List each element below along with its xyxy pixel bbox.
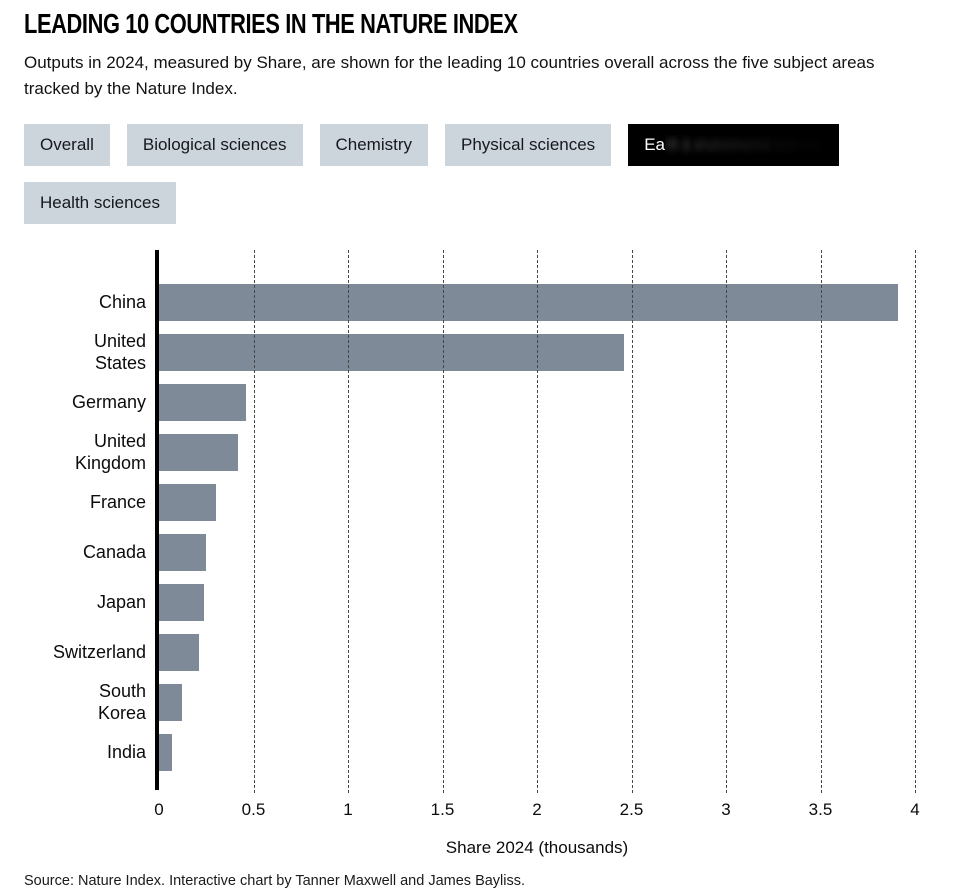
xtick-3.5: 3.5 — [808, 800, 833, 819]
tab-health-sciences[interactable]: Health sciences — [24, 182, 177, 224]
category-label-japan: Japan — [96, 592, 146, 612]
chart-row-united-kingdom: United Kingdom — [24, 427, 936, 477]
category-label-united-kingdom: United Kingdom — [74, 431, 146, 473]
category-label-france: France — [89, 492, 146, 512]
y-axis-line — [155, 250, 159, 790]
chart-row-japan: Japan — [24, 577, 936, 627]
page-title-text: LEADING 10 COUNTRIES IN THE NATURE INDEX — [24, 8, 518, 39]
page-title: LEADING 10 COUNTRIES IN THE NATURE INDEX — [24, 8, 936, 40]
xtick-3: 3 — [721, 800, 731, 819]
chart-row-canada: Canada — [24, 527, 936, 577]
chart-row-india: India — [24, 727, 936, 777]
bar-china[interactable] — [159, 284, 898, 321]
x-axis-ticks: 0 0.5 1 1.5 2 2.5 3 3.5 4 — [154, 800, 919, 822]
tab-chemistry[interactable]: Chemistry — [319, 124, 429, 166]
xtick-1: 1 — [343, 800, 353, 819]
chart-row-germany: Germany — [24, 377, 936, 427]
gridline-2 — [537, 250, 538, 793]
page-subtitle: Outputs in 2024, measured by Share, are … — [24, 53, 875, 98]
bar-germany[interactable] — [159, 384, 246, 421]
chart-row-france: France — [24, 477, 936, 527]
gridline-3.5 — [820, 250, 822, 793]
category-label-switzerland: Switzerland — [52, 642, 146, 662]
chart-rows: China United States Germany United Kingdom F… — [24, 277, 936, 777]
source-credit: Source: Nature Index. Interactive chart … — [24, 873, 526, 889]
xtick-4: 4 — [910, 800, 920, 819]
xtick-0.5: 0.5 — [241, 800, 266, 819]
category-label-canada: Canada — [82, 542, 146, 562]
category-label-united-states: United States — [93, 331, 146, 373]
category-label-india: India — [106, 742, 146, 762]
tab-label-blurred: rth & environmental sciences — [664, 135, 823, 154]
category-label-south-korea: South Korea — [97, 681, 146, 723]
chart-row-switzerland: Switzerland — [24, 627, 936, 677]
bar-japan[interactable] — [159, 584, 205, 621]
bar-canada[interactable] — [159, 534, 207, 571]
tab-physical-sciences[interactable]: Physical sciences — [445, 124, 612, 166]
gridline-4 — [915, 250, 916, 793]
bar-india[interactable] — [159, 734, 173, 771]
gridline-1 — [348, 250, 349, 793]
chart-row-china: China — [24, 277, 936, 327]
tab-earth-environmental-sciences[interactable]: Ea rth & environmental sciences — [628, 124, 840, 166]
bar-united-kingdom[interactable] — [159, 434, 239, 471]
bar-chart: China United States Germany United Kingdom F… — [24, 250, 936, 864]
gridline-2.5 — [631, 250, 633, 793]
bar-switzerland[interactable] — [159, 634, 199, 671]
tab-biological-sciences[interactable]: Biological sciences — [126, 124, 303, 166]
chart-row-south-korea: South Korea — [24, 677, 936, 727]
xtick-0: 0 — [154, 800, 164, 819]
category-label-germany: Germany — [71, 392, 146, 412]
tab-label-visible: Ea — [644, 135, 665, 154]
x-axis-label: Share 2024 (thousands) — [445, 838, 629, 857]
gridline-3 — [726, 250, 727, 793]
category-label-china: China — [98, 292, 146, 312]
xtick-1.5: 1.5 — [430, 800, 455, 819]
xtick-2: 2 — [532, 800, 542, 819]
xtick-2.5: 2.5 — [619, 800, 644, 819]
bar-france[interactable] — [159, 484, 216, 521]
gridline-0.5 — [253, 250, 255, 793]
tab-overall[interactable]: Overall — [24, 124, 110, 166]
chart-row-united-states: United States — [24, 327, 936, 377]
bar-south-korea[interactable] — [159, 684, 182, 721]
bar-united-states[interactable] — [159, 334, 624, 371]
gridline-1.5 — [442, 250, 444, 793]
subject-tabs: Overall Biological sciences Chemistry Physi… — [24, 124, 936, 224]
